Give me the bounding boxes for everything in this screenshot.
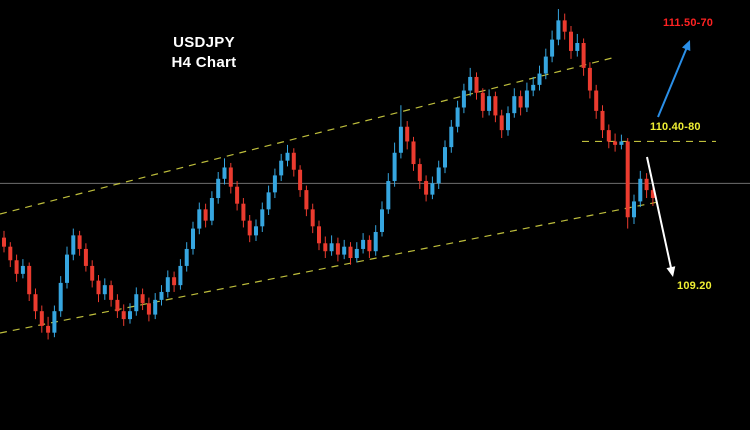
resistance-zone-label: 110.40-80 (650, 121, 701, 133)
chart-title: USDJPY H4 Chart (139, 33, 269, 73)
lower-target-label: 109.20 (677, 280, 712, 292)
upper-target-label: 111.50-70 (663, 17, 714, 29)
timeframe-label: H4 Chart (171, 54, 237, 71)
symbol-label: USDJPY (173, 34, 235, 51)
